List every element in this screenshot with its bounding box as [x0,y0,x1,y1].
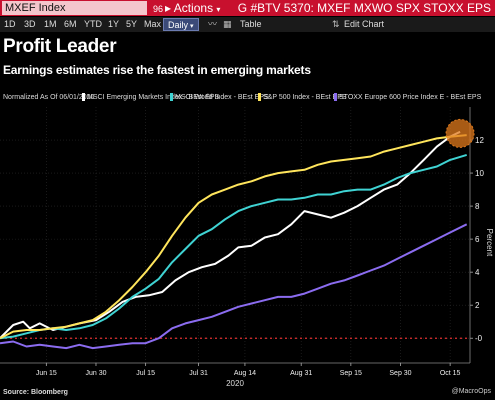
period-5y-button[interactable]: 5Y [126,19,138,29]
period-max-button[interactable]: Max [144,19,162,29]
frequency-label: Daily [168,20,189,30]
legend: Normalized As Of 06/01/2020 MSCI Emergin… [0,93,495,105]
x-tick-label: Jun 15 [36,370,57,377]
edit-chart-icon[interactable]: ⇅ [332,19,340,29]
legend-label: MSCI Emerging Markets Index - BEst EPS [87,94,220,101]
y-axis-label: Percent [485,229,494,257]
series-line-2 [0,134,467,340]
x-tick-label: Sep 15 [340,370,362,377]
x-tick-label: Jul 31 [189,370,208,377]
x-tick-label: Aug 14 [234,370,256,377]
period-1y-button[interactable]: 1Y [108,19,120,29]
chevron-down-icon: ▾ [190,23,194,30]
legend-item-em: MSCI Emerging Markets Index - BEst EPS [82,93,219,103]
table-icon[interactable]: ▦ [223,19,232,29]
y-tick-label: 12 [475,136,484,145]
period-6m-button[interactable]: 6M [64,19,77,29]
actions-code: 96 [153,4,164,14]
frequency-dropdown[interactable]: Daily ▾ [163,18,199,31]
legend-item-stoxx: STOXX Europe 600 Price Index E - BEst EP… [334,93,481,103]
y-tick-label: -0 [475,334,483,343]
chart-toolbar: 1D 3D 1M 6M YTD 1Y 5Y Max Daily ▾ 〰 ▦ Tab… [0,17,495,32]
x-tick-label: Oct 15 [440,370,461,377]
line-chart: -0 2 4 6 8 10 12 Jun 15 Jun 30 Jul 15 Jul 31 Aug 1… [0,107,494,388]
chart-title: Profit Leader [3,36,117,57]
period-1d-button[interactable]: 1D [4,19,16,29]
line-chart-icon[interactable]: 〰 [208,19,218,29]
y-tick-label: 6 [475,235,480,244]
series-line-3 [0,223,468,350]
x-axis-year-label: 2020 [226,379,244,388]
series-line-1 [0,153,467,340]
series-lines [0,130,468,350]
legend-item-spx: S&P 500 Index - BEst EPS [258,93,347,103]
actions-menu[interactable]: 96 ▸ Actions ▾ [153,0,220,16]
legend-label: S&P 500 Index - BEst EPS [263,94,347,101]
legend-swatch [82,93,85,102]
y-tick-label: 4 [475,268,480,277]
period-ytd-button[interactable]: YTD [84,19,102,29]
chart-subtitle: Earnings estimates rise the fastest in e… [3,63,311,77]
y-tick-label: 2 [475,301,480,310]
edit-chart-button[interactable]: Edit Chart [344,19,385,29]
legend-label: STOXX Europe 600 Price Index E - BEst EP… [339,94,482,101]
gridlines [0,107,470,363]
legend-swatch [170,93,173,102]
command-bar: MXEF Index 96 ▸ Actions ▾ G #BTV 5370: MX… [0,0,495,16]
x-tick-label: Jun 30 [85,370,106,377]
source-note: Source: Bloomberg [3,389,68,396]
actions-icon: ▸ [165,1,172,15]
x-tick-label: Jul 15 [136,370,155,377]
chevron-down-icon: ▾ [216,5,221,14]
security-input[interactable]: MXEF Index [2,1,147,15]
x-tick-label: Sep 30 [389,370,411,377]
highlight-marker [445,118,475,148]
period-3d-button[interactable]: 3D [24,19,36,29]
table-button[interactable]: Table [240,19,262,29]
x-axis: Jun 15 Jun 30 Jul 15 Jul 31 Aug 14 Aug 31 Sep … [0,362,470,377]
normalized-label: Normalized As Of 06/01/2020 [3,94,95,101]
y-tick-label: 10 [475,169,484,178]
legend-swatch [334,93,337,102]
series-line-0 [0,130,461,339]
period-1m-button[interactable]: 1M [44,19,57,29]
legend-item-world: MSCI World Index - BEst EPS [170,93,269,103]
y-tick-label: 8 [475,202,480,211]
x-tick-label: Aug 31 [290,370,312,377]
legend-swatch [258,93,261,102]
window-title: G #BTV 5370: MXEF MXWO SPX STOXX EPS [237,1,491,15]
actions-label: Actions [173,1,214,15]
credit-label: @MacroOps [451,388,491,395]
legend-label: MSCI World Index - BEst EPS [175,94,269,101]
y-axis: -0 2 4 6 8 10 12 [469,107,484,363]
